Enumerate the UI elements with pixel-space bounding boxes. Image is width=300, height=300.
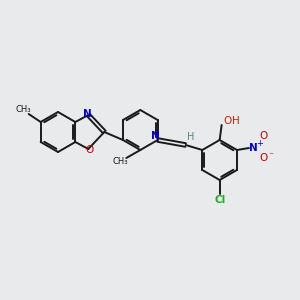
Text: O: O	[224, 116, 232, 126]
Text: N: N	[249, 143, 257, 153]
Text: H: H	[187, 132, 194, 142]
Text: N: N	[83, 109, 92, 119]
Text: +: +	[256, 139, 263, 148]
Text: CH₃: CH₃	[16, 106, 32, 115]
Text: N: N	[151, 131, 160, 141]
Text: ⁻: ⁻	[268, 151, 274, 161]
Text: O: O	[260, 131, 268, 141]
Text: O: O	[260, 153, 268, 163]
Text: O: O	[85, 145, 93, 155]
Text: CH₃: CH₃	[112, 157, 128, 166]
Text: H: H	[232, 116, 239, 126]
Text: Cl: Cl	[214, 195, 225, 205]
